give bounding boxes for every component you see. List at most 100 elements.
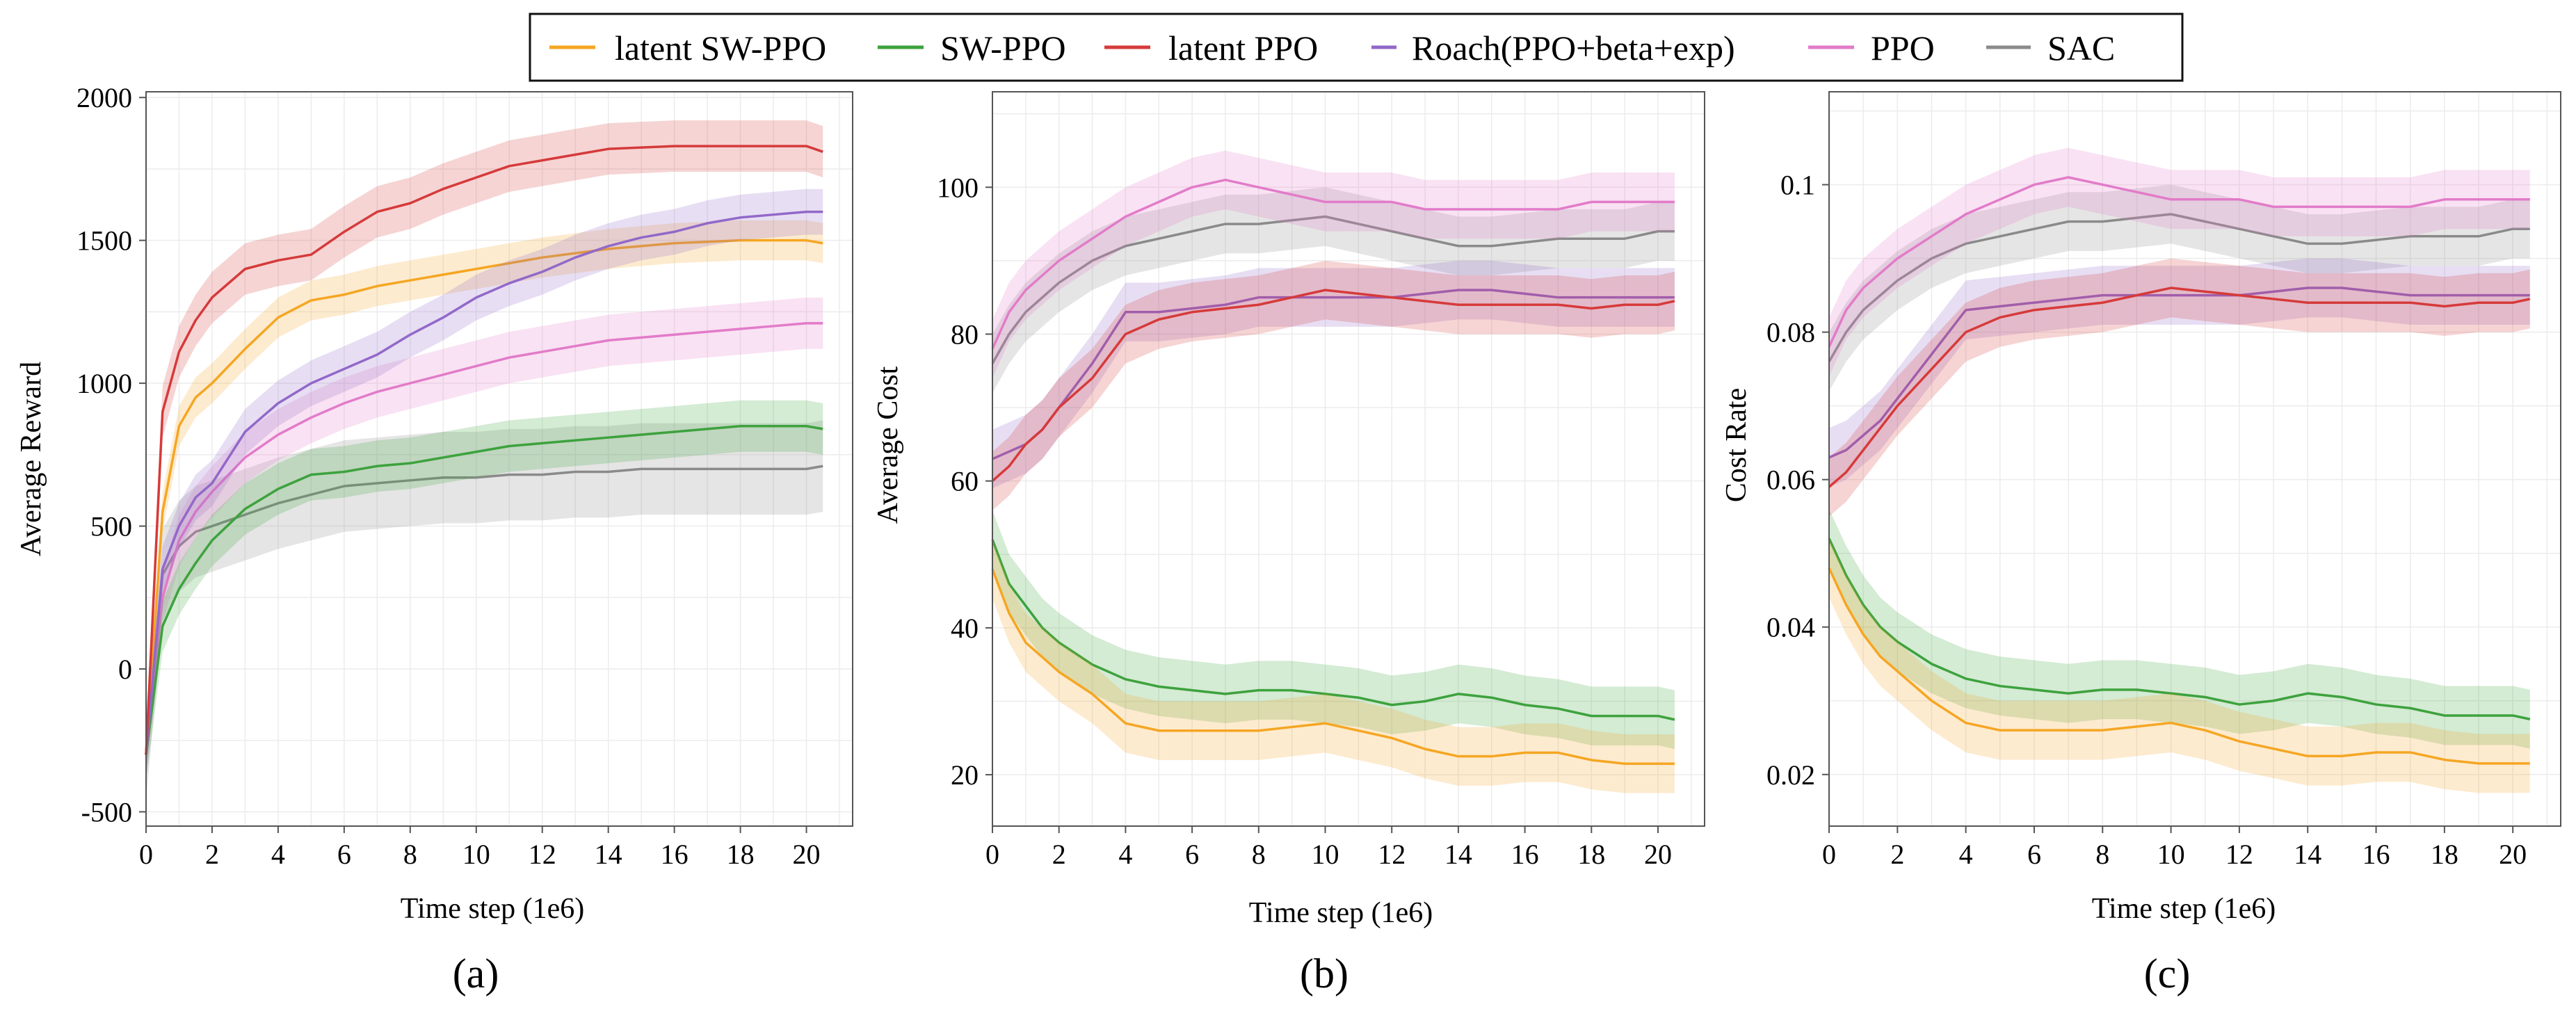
y-axis-label: Cost Rate	[1721, 388, 1753, 503]
panel-caption: (a)	[453, 951, 499, 996]
legend: latent SW-PPO SW-PPO latent PPO Roach(PP…	[529, 13, 2184, 82]
legend-entry-sac: SAC	[1986, 29, 2115, 67]
x-tick-label: 14	[1444, 839, 1472, 870]
x-tick-label: 10	[1312, 839, 1339, 870]
x-tick-label: 20	[793, 839, 821, 870]
x-tick-label: 8	[2095, 839, 2109, 870]
series-line-latent-sw-ppo	[991, 568, 1675, 765]
series-line-ppo	[1828, 176, 2530, 348]
x-tick-label: 6	[2027, 839, 2041, 870]
y-axis-label: Average Reward	[15, 362, 47, 556]
x-tick-label: 4	[1959, 839, 1973, 870]
panel-c-cost-rate: 0 2 4 6 8 10 12 14 16 18 20 0.02 0.04 0.06 0.08 0.1 Tim…	[1721, 91, 2561, 996]
x-tick-label: 12	[2225, 839, 2253, 870]
y-tick-label: 100	[937, 172, 979, 203]
x-tick-label: 0	[985, 839, 999, 870]
panel-caption: (b)	[1300, 951, 1349, 996]
band-latent-ppo	[1829, 258, 2530, 517]
x-axis-label: Time step (1e6)	[401, 893, 584, 925]
legend-label: PPO	[1871, 29, 1935, 67]
series-line-latent-ppo	[991, 289, 1675, 482]
band-sac	[146, 420, 823, 801]
legend-entry-roach: Roach(PPO+beta+exp)	[1371, 29, 1735, 67]
y-axis-label: Average Cost	[872, 366, 904, 524]
series-line-latent-ppo	[145, 145, 823, 755]
x-tick-label: 2	[1890, 839, 1904, 870]
legend-label: Roach(PPO+beta+exp)	[1412, 29, 1735, 67]
series-line-sw-ppo	[145, 424, 823, 755]
x-tick-label: 6	[1185, 839, 1199, 870]
series-line-latent-sw-ppo	[145, 239, 823, 755]
band-roach-ppo-beta-exp	[146, 188, 823, 778]
band-ppo	[1829, 147, 2530, 377]
y-tick-label: 0.02	[1766, 759, 1815, 791]
y-tick-label: 2000	[77, 82, 132, 113]
y-tick-label: 1000	[77, 368, 132, 399]
x-tick-label: 10	[462, 839, 490, 870]
plot-frame	[1828, 91, 2561, 827]
y-tick-label: 0.06	[1766, 465, 1815, 496]
x-tick-label: 18	[1577, 839, 1605, 870]
y-tick-label: 0	[118, 654, 132, 685]
legend-frame	[529, 13, 2184, 82]
x-tick-label: 2	[205, 839, 219, 870]
series-line-latent-sw-ppo	[1828, 567, 2530, 765]
x-tick-label: 0	[1822, 839, 1836, 870]
legend-entry-sw-ppo: SW-PPO	[878, 29, 1066, 67]
x-tick-label: 14	[2294, 839, 2321, 870]
band-sw-ppo	[146, 400, 823, 781]
y-tick-label: -500	[81, 796, 132, 828]
y-tick-label: 80	[951, 318, 979, 350]
series-line-latent-ppo	[1828, 286, 2531, 488]
y-tick-label: 60	[951, 466, 979, 497]
x-tick-label: 20	[1644, 839, 1672, 870]
x-axis-label: Time step (1e6)	[1249, 897, 1433, 929]
x-tick-label: 10	[2157, 839, 2185, 870]
series-line-sw-ppo	[991, 539, 1675, 721]
legend-label: SW-PPO	[940, 29, 1066, 67]
band-ppo	[992, 150, 1675, 378]
y-tick-label: 0.1	[1780, 170, 1815, 201]
x-tick-label: 20	[2499, 839, 2527, 870]
x-tick-label: 0	[139, 839, 153, 870]
legend-entry-latent-sw-ppo: latent SW-PPO	[549, 29, 826, 67]
x-tick-label: 16	[2362, 839, 2390, 870]
x-tick-label: 14	[595, 839, 622, 870]
x-tick-label: 8	[1252, 839, 1266, 870]
y-tick-label: 500	[90, 511, 132, 542]
x-tick-label: 18	[727, 839, 755, 870]
x-tick-label: 12	[529, 839, 556, 870]
plot-frame	[992, 91, 1705, 827]
x-tick-label: 8	[403, 839, 417, 870]
band-sw-ppo	[992, 510, 1675, 750]
series-line-sw-ppo	[1828, 538, 2531, 720]
x-tick-label: 6	[337, 839, 351, 870]
series-line-roach-ppo-beta-exp	[145, 210, 823, 755]
series-line-roach-ppo-beta-exp	[1828, 286, 2530, 459]
legend-label: SAC	[2047, 29, 2115, 67]
x-tick-label: 16	[1511, 839, 1539, 870]
legend-entry-ppo: PPO	[1808, 29, 1935, 67]
band-ppo	[146, 297, 823, 781]
y-tick-label: 0.04	[1766, 612, 1815, 643]
x-tick-label: 4	[271, 839, 285, 870]
legend-label: latent SW-PPO	[615, 29, 826, 67]
series-line-sac	[991, 215, 1675, 364]
legend-entry-latent-ppo: latent PPO	[1104, 29, 1318, 67]
band-latent-ppo	[992, 260, 1675, 510]
series-line-sac	[145, 465, 823, 755]
plot-frame	[145, 91, 853, 827]
series-line-ppo	[145, 322, 823, 755]
panel-caption: (c)	[2144, 951, 2191, 996]
x-tick-label: 12	[1378, 839, 1406, 870]
y-tick-label: 20	[951, 759, 979, 791]
y-tick-label: 0.08	[1766, 317, 1815, 348]
x-tick-label: 18	[2431, 839, 2458, 870]
y-tick-label: 1500	[77, 225, 132, 257]
series-line-sac	[1828, 213, 2530, 362]
band-sw-ppo	[1829, 509, 2530, 749]
x-tick-label: 4	[1118, 839, 1132, 870]
y-tick-label: 40	[951, 613, 979, 644]
